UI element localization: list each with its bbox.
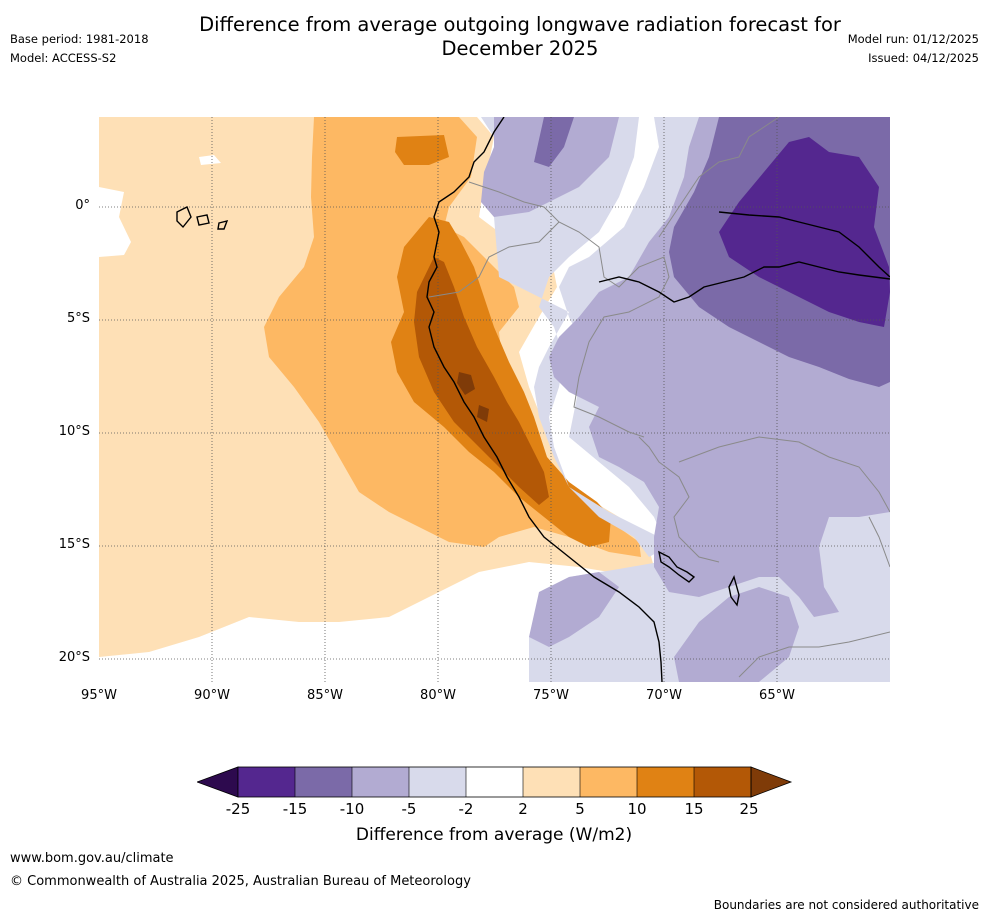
country-borders (428, 117, 890, 678)
lon-label-90w: 90°W (194, 688, 230, 703)
colorbar-tick-label: 5 (575, 800, 585, 818)
colorbar-bin-minus10 (352, 767, 409, 797)
model-text: Model: ACCESS-S2 (10, 51, 117, 65)
colorbar-bin-minus15 (295, 767, 352, 797)
footer-copyright: © Commonwealth of Australia 2025, Austra… (10, 874, 471, 889)
colorbar-title: Difference from average (W/m2) (355, 825, 633, 845)
colorbar-extend-high (750, 766, 793, 798)
footer-url[interactable]: www.bom.gov.au/climate (10, 851, 174, 866)
page-title: Difference from average outgoing longwav… (199, 13, 841, 60)
lat-label-5s: 5°S (66, 311, 90, 326)
lon-label-80w: 80°W (420, 688, 456, 703)
map-panel (99, 117, 890, 682)
colorbar-bin-10 (637, 767, 694, 797)
neutral-patch (199, 155, 221, 165)
colorbar-tick-label: -25 (225, 800, 251, 818)
colorbar-tick-label: -10 (339, 800, 365, 818)
colorbar-tick-label: -5 (401, 800, 417, 818)
model-run-text: Model run: 01/12/2025 (847, 32, 979, 46)
lon-label-85w: 85°W (307, 688, 343, 703)
anomaly-10-15 (391, 135, 611, 547)
gridlines (99, 117, 890, 682)
lat-label-10s: 10°S (58, 424, 90, 439)
colorbar-tick-label: -2 (458, 800, 474, 818)
colorbar-tick-label: 10 (627, 800, 647, 818)
colorbar-bin-15 (694, 767, 751, 797)
base-period-text: Base period: 1981-2018 (10, 32, 149, 46)
lon-label-70w: 70°W (646, 688, 682, 703)
footer-disclaimer: Boundaries are not considered authoritat… (713, 898, 979, 912)
issued-text: Issued: 04/12/2025 (868, 51, 979, 65)
meta-right: Model run: 01/12/2025 Issued: 04/12/2025 (848, 30, 979, 68)
olr-anomaly-map (99, 117, 890, 682)
anomaly-15-25 (414, 257, 549, 505)
colorbar-bin-neutral (466, 767, 523, 797)
colorbar-bin-2 (523, 767, 580, 797)
colorbar-svg (195, 766, 793, 798)
colorbar-tick-label: -15 (282, 800, 308, 818)
colorbar-outline (237, 766, 752, 798)
colorbar-tick-label: 25 (739, 800, 759, 818)
anomaly-over-25 (457, 372, 489, 422)
lat-label-20s: 20°S (58, 650, 90, 665)
lon-label-95w: 95°W (81, 688, 117, 703)
lon-label-75w: 75°W (533, 688, 569, 703)
anomaly-minus15-minus25 (719, 137, 890, 327)
colorbar-bin-minus5 (409, 767, 466, 797)
lon-label-65w: 65°W (759, 688, 795, 703)
lat-label-15s: 15°S (58, 537, 90, 552)
colorbar-tick-label: 15 (684, 800, 704, 818)
coastline (176, 117, 890, 682)
colorbar-bin-minus25 (238, 767, 295, 797)
colorbar-dividers (294, 767, 695, 797)
lat-label-0: 0° (75, 198, 90, 213)
colorbar-tick-label: 2 (518, 800, 528, 818)
meta-left: Base period: 1981-2018 Model: ACCESS-S2 (10, 30, 149, 68)
colorbar-extend-low (195, 766, 239, 798)
colorbar-bin-5 (580, 767, 637, 797)
colorbar (195, 766, 793, 804)
